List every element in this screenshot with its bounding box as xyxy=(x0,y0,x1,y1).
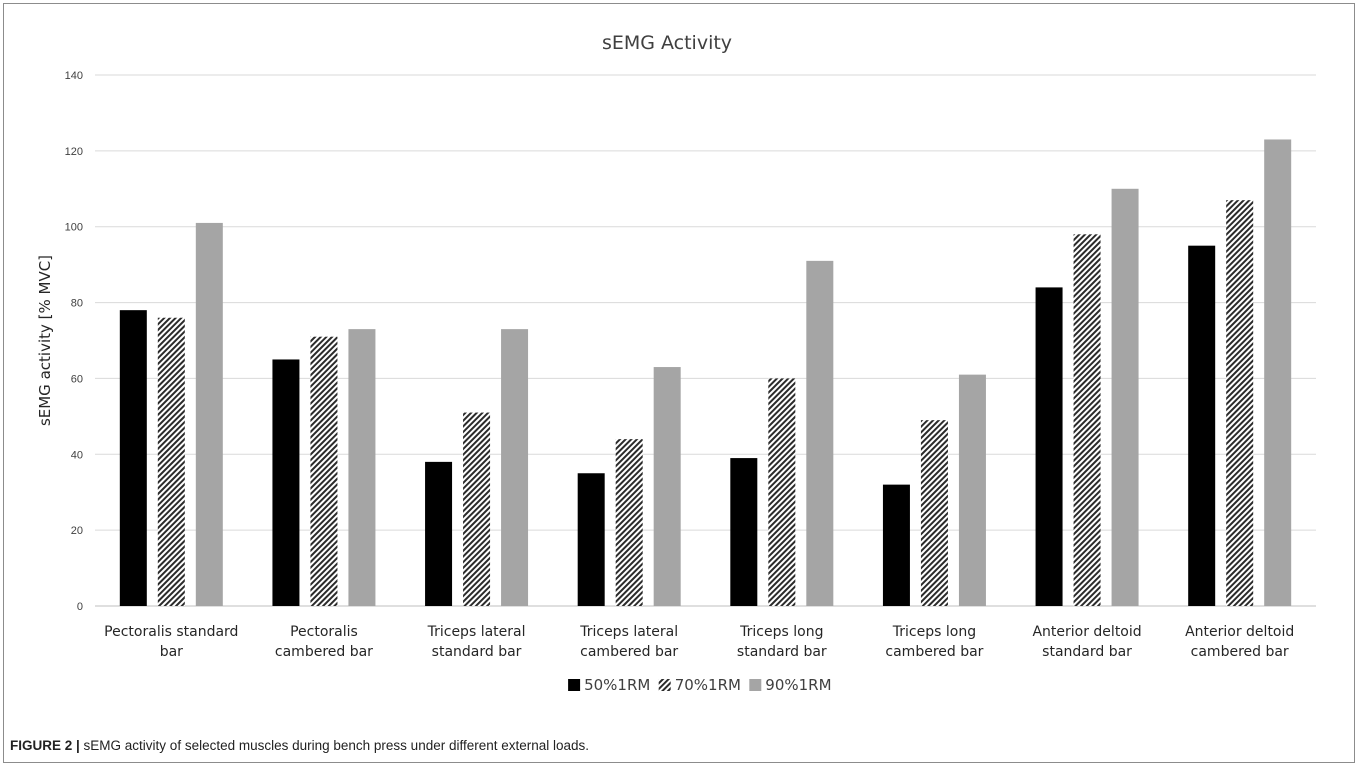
x-tick-label: cambered bar xyxy=(1191,644,1289,660)
bar-90%1RM xyxy=(195,222,223,606)
chart-title: sEMG Activity xyxy=(602,32,732,54)
x-tick-label: Triceps lateral xyxy=(579,624,678,640)
x-tick-label: Pectoralis xyxy=(290,624,358,640)
bar-50%1RM xyxy=(119,310,147,606)
legend-swatch xyxy=(568,679,581,691)
bar-70%1RM xyxy=(463,412,491,606)
bar-70%1RM xyxy=(1073,234,1101,607)
x-tick-label: Triceps long xyxy=(739,624,823,640)
legend-swatch xyxy=(749,679,762,691)
bar-90%1RM xyxy=(1264,139,1292,606)
bar-50%1RM xyxy=(425,461,453,606)
bar-50%1RM xyxy=(730,458,758,606)
x-tick-label: cambered bar xyxy=(885,644,983,660)
x-tick-label: bar xyxy=(160,644,183,660)
bar-50%1RM xyxy=(272,359,300,606)
x-tick-label: Pectoralis standard xyxy=(104,624,238,640)
x-tick-label: cambered bar xyxy=(275,644,373,660)
bar-70%1RM xyxy=(310,336,338,606)
y-tick-label: 80 xyxy=(71,298,83,310)
x-tick-label: standard bar xyxy=(737,644,827,660)
chart-frame xyxy=(3,3,1355,763)
figure-caption: FIGURE 2 | sEMG activity of selected mus… xyxy=(10,738,589,753)
x-tick-label: Anterior deltoid xyxy=(1032,624,1141,640)
y-tick-label: 100 xyxy=(65,222,83,234)
legend-label: 50%1RM xyxy=(584,676,650,694)
y-tick-label: 140 xyxy=(65,70,83,82)
caption-text: sEMG activity of selected muscles during… xyxy=(79,738,590,753)
bar-90%1RM xyxy=(958,374,986,606)
legend-label: 70%1RM xyxy=(675,676,741,694)
x-tick-label: standard bar xyxy=(1042,644,1132,660)
bar-70%1RM xyxy=(157,317,185,606)
bar-70%1RM xyxy=(1226,200,1254,606)
bar-50%1RM xyxy=(882,484,910,606)
bar-chart: 0 20 40 60 80 100 120 140 sEMG Activity sEMG acti… xyxy=(36,32,1316,694)
y-axis-label: sEMG activity [% MVC] xyxy=(36,255,54,426)
bar-90%1RM xyxy=(348,329,376,606)
bar-90%1RM xyxy=(653,367,681,606)
y-tick-label: 0 xyxy=(77,601,83,613)
bar-70%1RM xyxy=(920,420,948,606)
y-tick-label: 40 xyxy=(71,449,83,461)
bar-50%1RM xyxy=(1188,245,1216,606)
x-tick-label: cambered bar xyxy=(580,644,678,660)
bar-90%1RM xyxy=(806,260,834,606)
bar-90%1RM xyxy=(1111,188,1139,607)
bar-70%1RM xyxy=(768,378,796,606)
bar-70%1RM xyxy=(615,439,643,606)
x-tick-label: standard bar xyxy=(432,644,522,660)
y-tick-label: 120 xyxy=(65,146,83,158)
legend-swatch xyxy=(658,679,671,691)
x-tick-label: Triceps long xyxy=(892,624,976,640)
bar-50%1RM xyxy=(1035,287,1063,606)
bar-50%1RM xyxy=(577,473,605,606)
bar-90%1RM xyxy=(501,329,529,606)
y-tick-label: 20 xyxy=(71,525,83,537)
y-tick-label: 60 xyxy=(71,373,83,385)
x-tick-label: Anterior deltoid xyxy=(1185,624,1294,640)
legend-label: 90%1RM xyxy=(765,676,831,694)
x-tick-label: Triceps lateral xyxy=(427,624,526,640)
caption-label: FIGURE 2 | xyxy=(10,738,80,753)
